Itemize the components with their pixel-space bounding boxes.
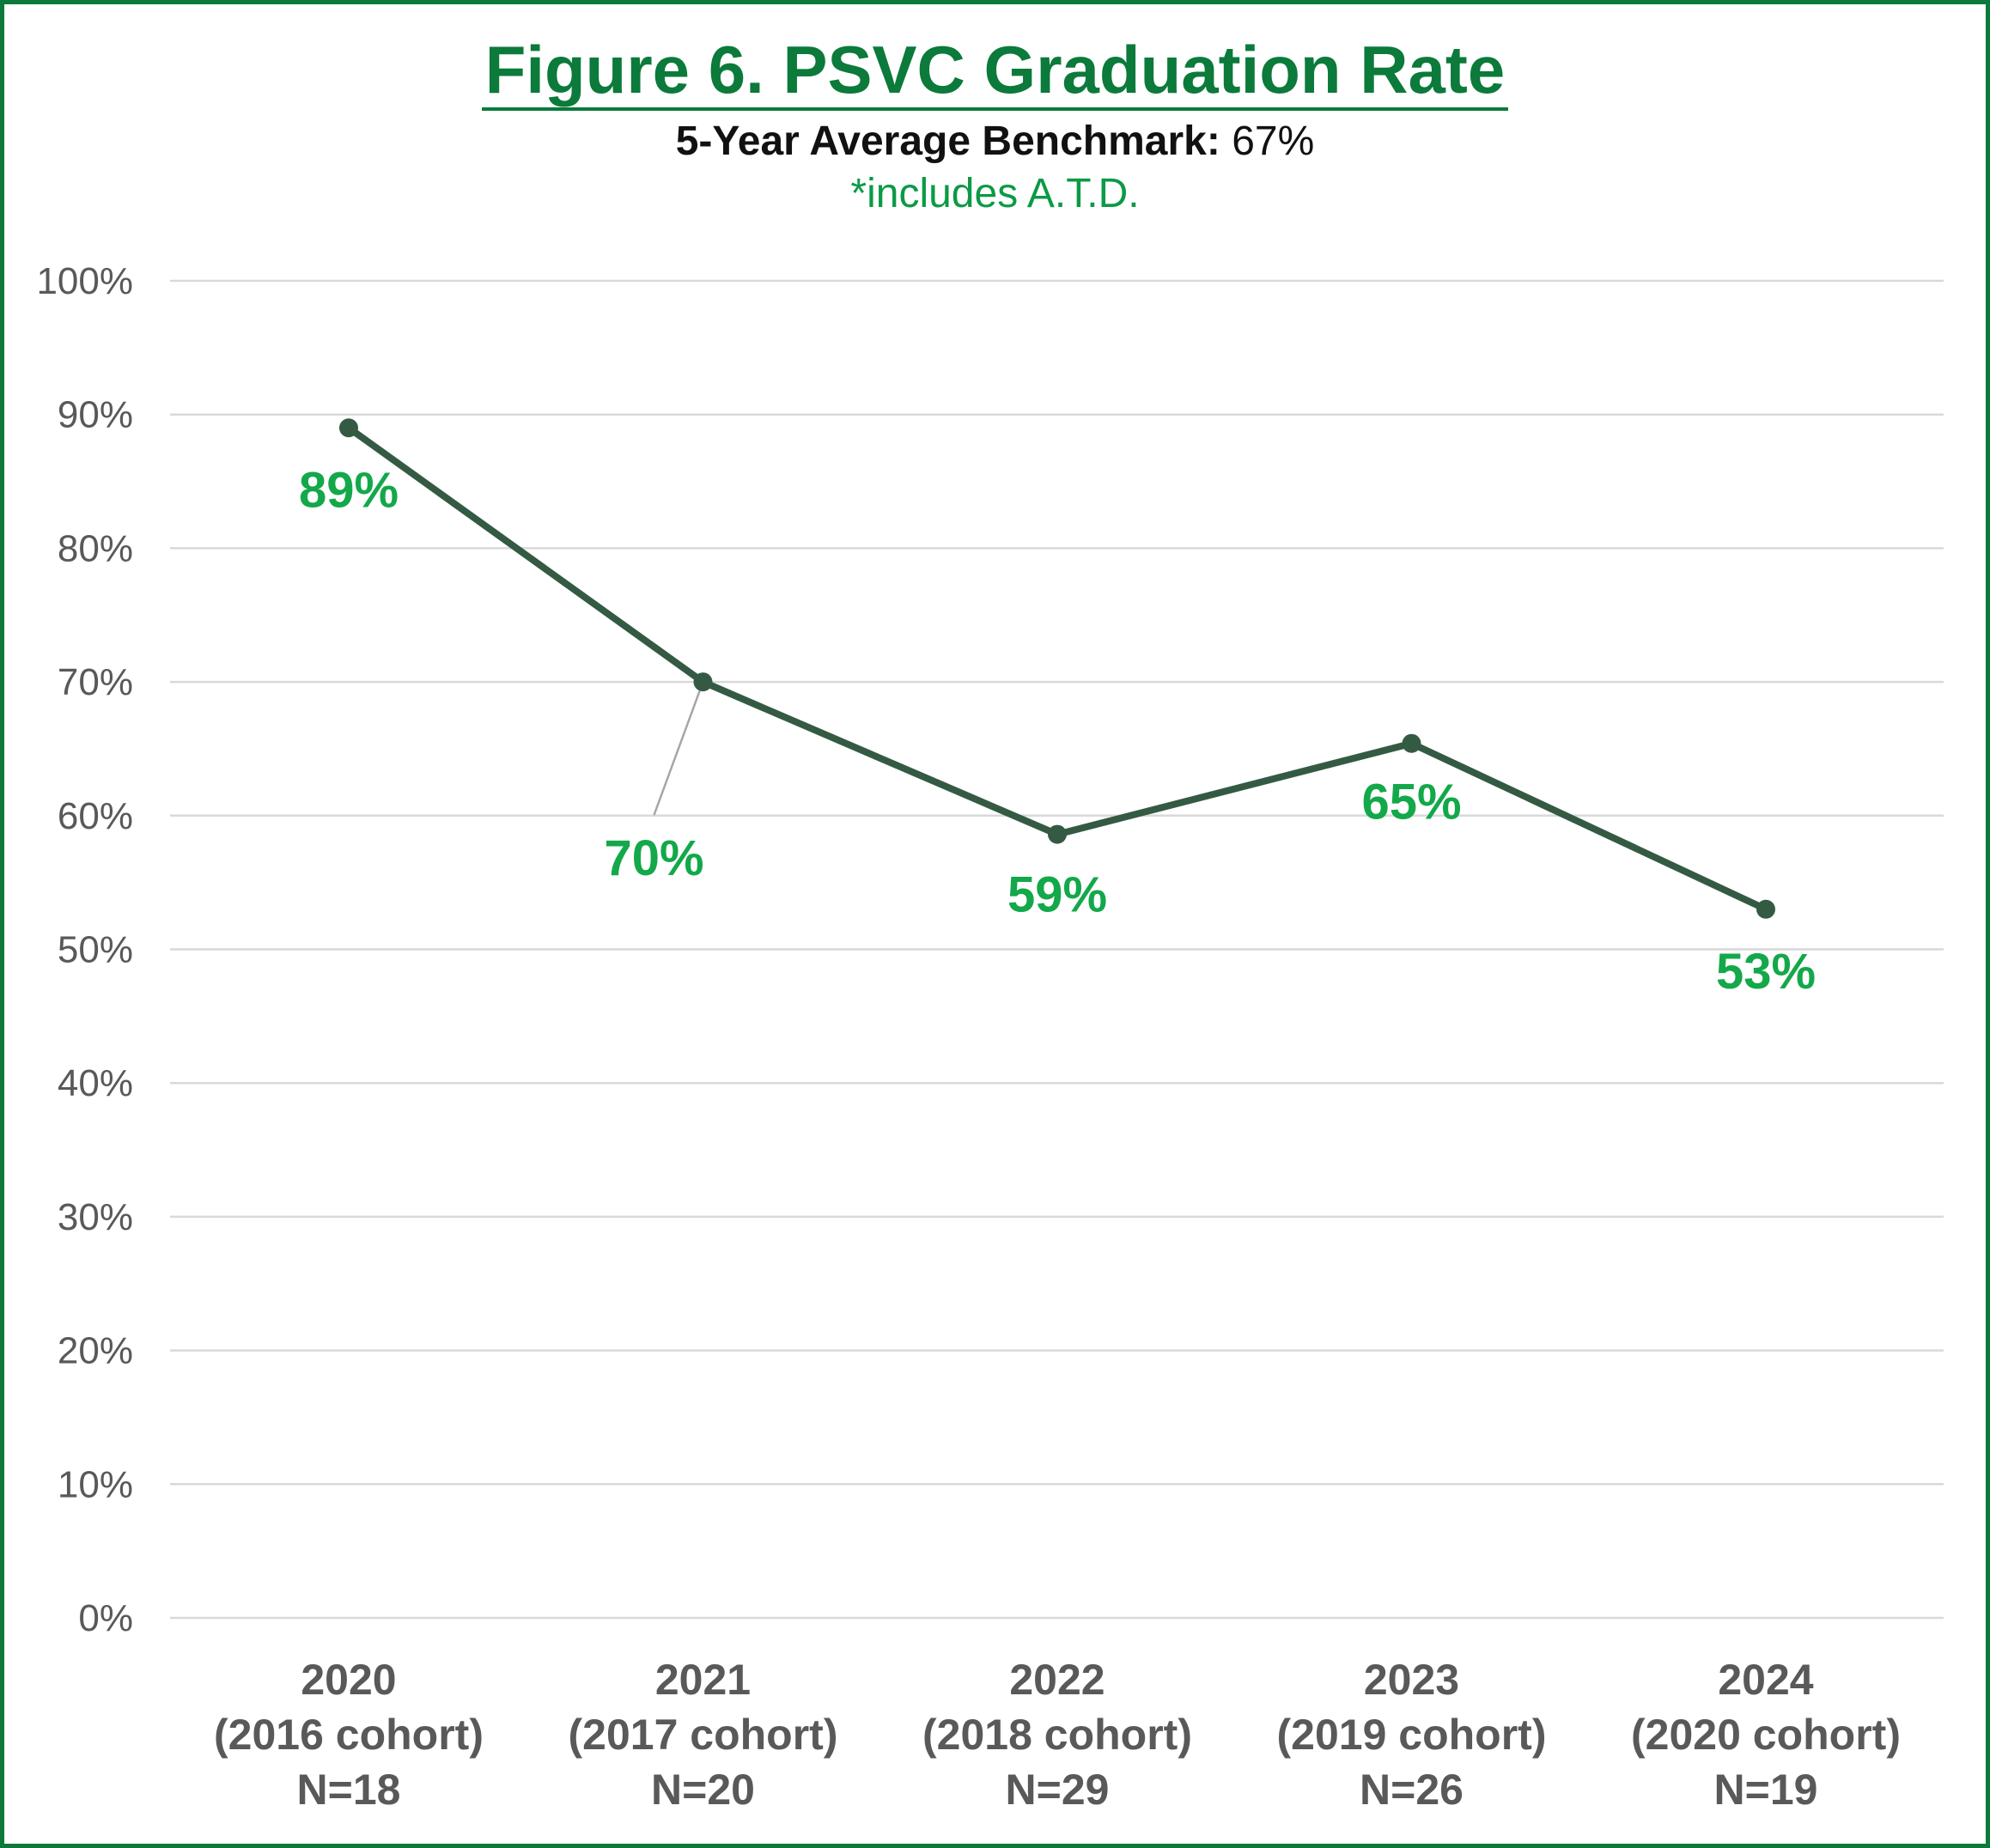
y-tick-label: 20% [58,1330,133,1372]
benchmark-value: 67% [1232,119,1315,165]
data-label: 65% [1361,775,1461,830]
y-tick-label: 70% [58,661,133,703]
chart-header: Figure 6. PSVC Graduation Rate 5-Year Av… [0,32,1990,217]
x-tick-label: 2020 (2016 cohort) N=18 [214,1656,484,1814]
y-tick-label: 10% [58,1463,133,1505]
y-tick-label: 100% [36,260,133,302]
label-leader-line [653,681,704,816]
chart-title: Figure 6. PSVC Graduation Rate [481,32,1509,112]
x-tick-label: 2024 (2020 cohort) N=19 [1631,1656,1901,1814]
y-tick-label: 0% [78,1597,133,1639]
x-tick-label: 2022 (2018 cohort) N=29 [922,1656,1192,1814]
data-label: 59% [1007,867,1107,923]
data-label: 89% [299,462,399,518]
data-point [339,418,358,438]
y-tick-label: 60% [58,795,133,837]
y-tick-label: 90% [58,394,133,436]
data-point [1048,824,1067,844]
y-tick-label: 80% [58,527,133,569]
x-tick-label: 2023 (2019 cohort) N=26 [1277,1656,1547,1814]
y-tick-label: 30% [58,1196,133,1238]
data-point [1402,733,1421,753]
y-tick-label: 50% [58,929,133,971]
benchmark-label: 5-Year Average Benchmark: [675,119,1220,165]
data-point [693,672,713,692]
data-label: 70% [604,830,703,886]
data-label: 53% [1716,944,1816,1000]
chart-subtitle: 5-Year Average Benchmark: 67% [0,118,1990,165]
y-tick-label: 40% [58,1062,133,1104]
data-point [1756,899,1775,919]
x-tick-label: 2021 (2017 cohort) N=20 [569,1656,838,1814]
chart-note: *includes A.T.D. [850,171,1140,217]
